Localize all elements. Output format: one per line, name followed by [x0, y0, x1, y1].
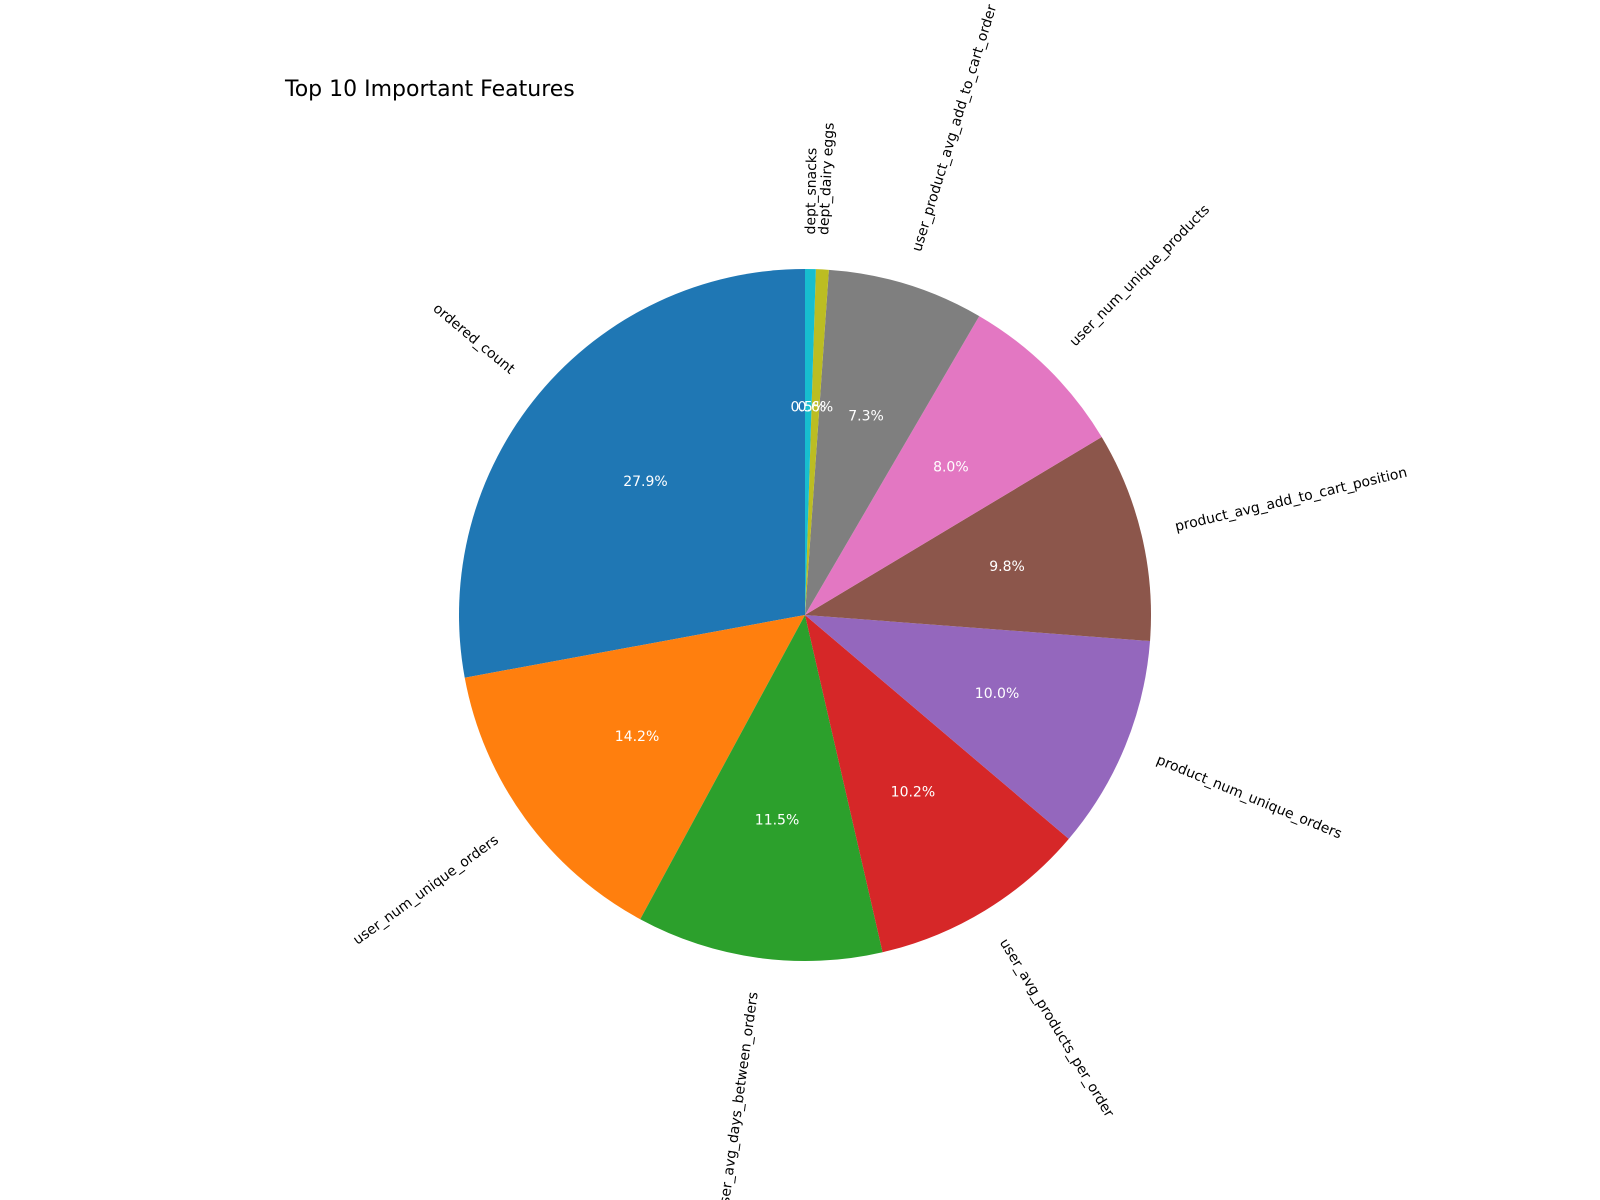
pie-percent-labels: 27.9% 14.2% 11.5% 10.2% 10.0% 9.8% 8.0% 7.3% 0.6…	[615, 399, 1025, 828]
category-label-user-avg-products-per-order: user_avg_products_per_order	[996, 936, 1117, 1121]
percent-label-user-avg-products-per-order: 10.2%	[891, 784, 935, 800]
percent-label-dept-dairy-eggs: 0.6%	[798, 400, 834, 416]
pie-slice-user-num-unique-orders	[464, 615, 805, 920]
percent-label-dept-snacks: 0.5%	[790, 399, 826, 415]
percent-label-user-product-avg-add-to-cart-order: 7.3%	[848, 409, 884, 425]
category-label-user-avg-days-between-orders: user_avg_days_between_orders	[716, 991, 762, 1200]
category-label-product-num-unique-orders: product_num_unique_orders	[1154, 752, 1344, 842]
pie-slice-user-product-avg-add-to-cart-order	[805, 269, 980, 615]
percent-label-ordered-count: 27.9%	[623, 474, 667, 490]
pie-slice-user-avg-days-between-orders	[640, 615, 883, 962]
category-label-user-num-unique-orders: user_num_unique_orders	[350, 832, 501, 948]
pie-slice-dept-dairy-eggs	[805, 269, 829, 615]
category-label-ordered-count: ordered_count	[430, 301, 518, 378]
pie-slice-user-avg-products-per-order	[805, 615, 1069, 953]
percent-label-user-num-unique-orders: 14.2%	[615, 729, 659, 745]
chart-title: Top 10 Important Features	[284, 77, 575, 102]
pie-slice-dept-snacks	[805, 269, 816, 615]
percent-label-user-avg-days-between-orders: 11.5%	[755, 813, 799, 829]
category-label-user-product-avg-add-to-cart-order: user_product_avg_add_to_cart_order	[909, 3, 1000, 254]
pie-slice-ordered-count	[459, 269, 805, 678]
pie-slice-user-num-unique-products	[805, 316, 1102, 615]
category-label-user-num-unique-products: user_num_unique_products	[1067, 202, 1213, 350]
percent-label-product-avg-add-to-cart-position: 9.8%	[989, 559, 1025, 575]
percent-label-product-num-unique-orders: 10.0%	[975, 686, 1019, 702]
percent-label-user-num-unique-products: 8.0%	[933, 459, 969, 475]
pie-slice-product-num-unique-orders	[805, 615, 1151, 839]
pie-slices	[459, 269, 1152, 962]
category-label-product-avg-add-to-cart-position: product_avg_add_to_cart_position	[1174, 465, 1409, 535]
category-label-dept-snacks: dept_snacks	[803, 148, 820, 235]
category-label-dept-dairy-eggs: dept_dairy eggs	[816, 122, 838, 235]
pie-slice-product-avg-add-to-cart-position	[805, 437, 1152, 642]
